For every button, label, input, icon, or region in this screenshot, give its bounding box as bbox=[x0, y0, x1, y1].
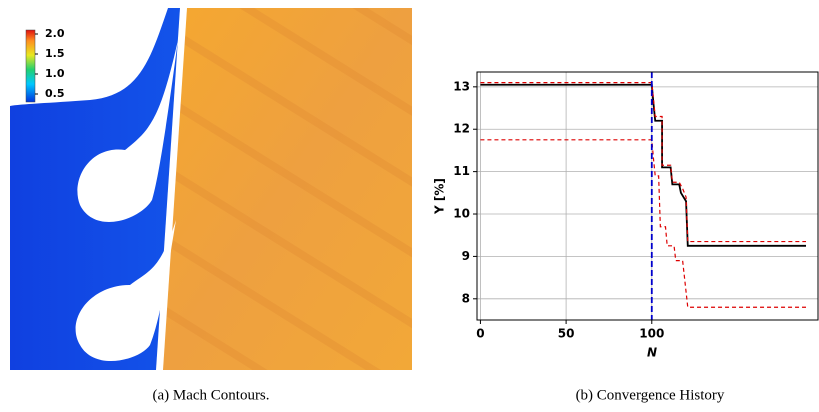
caption: (a) Mach Contours. bbox=[152, 387, 269, 403]
y-tick-label: 13 bbox=[453, 79, 470, 93]
colorbar-label: 2.0 bbox=[45, 27, 65, 40]
line-series bbox=[480, 83, 807, 247]
shock-pattern bbox=[162, 8, 412, 370]
y-tick-label: 8 bbox=[462, 291, 470, 305]
blade bbox=[77, 40, 178, 222]
y-tick-label: 10 bbox=[453, 207, 470, 221]
caption: (b) Convergence History bbox=[576, 387, 725, 403]
y-tick-label: 11 bbox=[453, 164, 470, 178]
blade bbox=[75, 220, 176, 362]
blade-gap bbox=[10, 8, 168, 106]
colorbar bbox=[25, 29, 36, 103]
y-tick-label: 9 bbox=[462, 249, 470, 263]
x-tick-label: 50 bbox=[558, 327, 575, 341]
colorbar-label: 1.5 bbox=[45, 47, 65, 60]
colorbar-label: 1.0 bbox=[45, 67, 65, 80]
colorbar-label: 0.5 bbox=[45, 87, 65, 100]
y-tick-label: 12 bbox=[453, 122, 470, 136]
line-series bbox=[480, 81, 807, 243]
x-axis-label: N bbox=[647, 346, 657, 360]
y-axis-label: Y [%] bbox=[433, 178, 447, 215]
x-tick-label: 0 bbox=[476, 327, 484, 341]
x-tick-label: 100 bbox=[639, 327, 664, 341]
line-series bbox=[480, 139, 807, 308]
plot-frame bbox=[476, 71, 819, 321]
contour-plot: (a) Mach Contours. bbox=[10, 8, 412, 403]
